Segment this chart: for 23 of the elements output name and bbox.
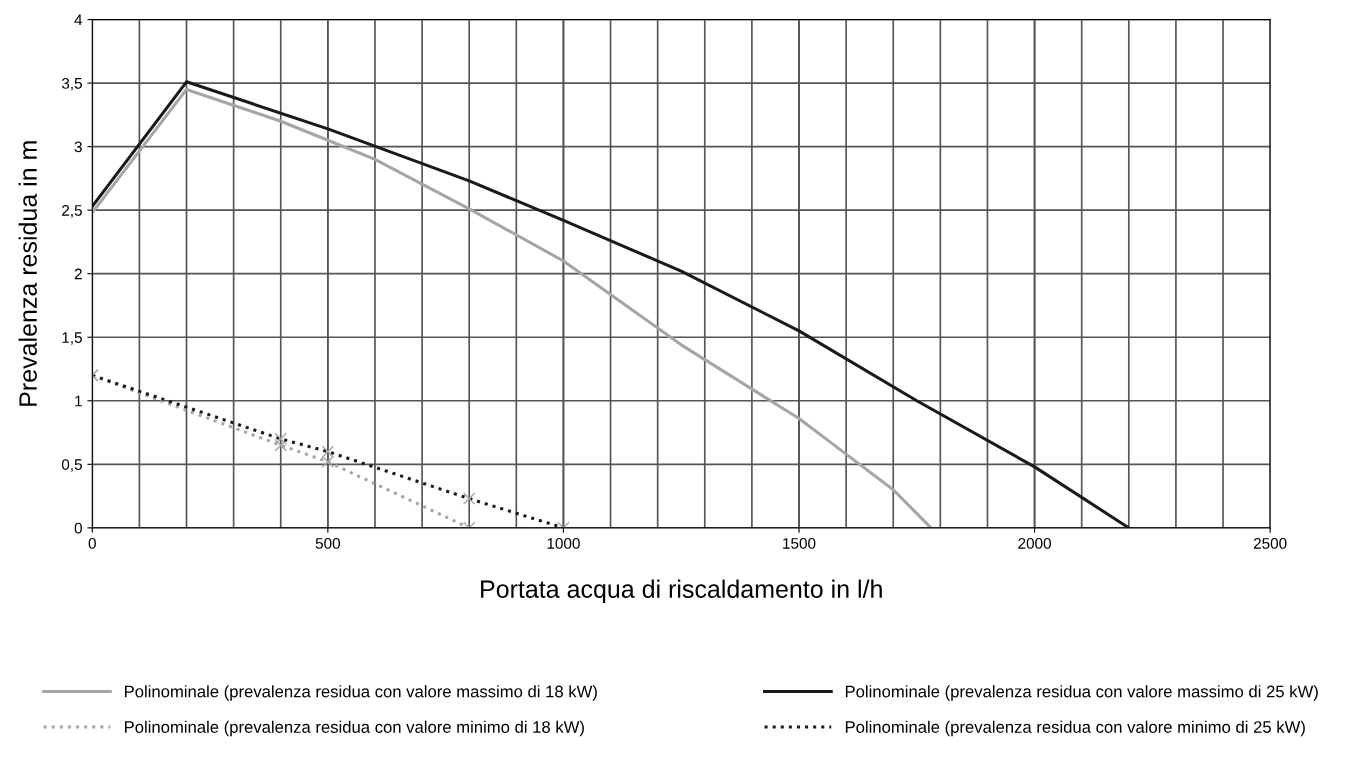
y-tick-label: 4 (74, 14, 83, 26)
y-tick-label: 3,5 (61, 77, 82, 91)
legend-label: Polinominale (prevalenza residua con valore massimo di 18 kW) (124, 685, 597, 701)
x-tick-label: 2000 (1018, 537, 1051, 549)
y-tick-label: 2 (74, 268, 82, 280)
line-series (92, 87, 933, 528)
legend-label: Polinominale (prevalenza residua con valore minimo di 18 kW) (124, 720, 584, 737)
line-series (92, 80, 1131, 528)
y-tick-label: 0 (74, 522, 82, 534)
legend-label: Polinominale (prevalenza residua con valore massimo di 25 kW) (845, 685, 1318, 701)
y-tick-label: 1,5 (62, 332, 82, 345)
x-tick-label: 1500 (783, 537, 816, 549)
x-tick-label: 0 (88, 537, 96, 549)
x-tick-label: 500 (315, 537, 340, 549)
y-axis-title: Prevalenza residua in m (18, 141, 37, 406)
y-tick-label: 1 (75, 395, 82, 407)
legend-label: Polinominale (prevalenza residua con valore minimo di 25 kW) (845, 720, 1305, 737)
y-tick-label: 2,5 (62, 205, 82, 218)
x-tick-label: 1000 (547, 537, 580, 549)
x-tick-label: 2500 (1253, 537, 1287, 549)
y-tick-label: 0,5 (61, 459, 82, 472)
y-tick-label: 3 (74, 141, 82, 153)
x-axis-title: Portata acqua di riscaldamento in l/h (481, 579, 882, 603)
